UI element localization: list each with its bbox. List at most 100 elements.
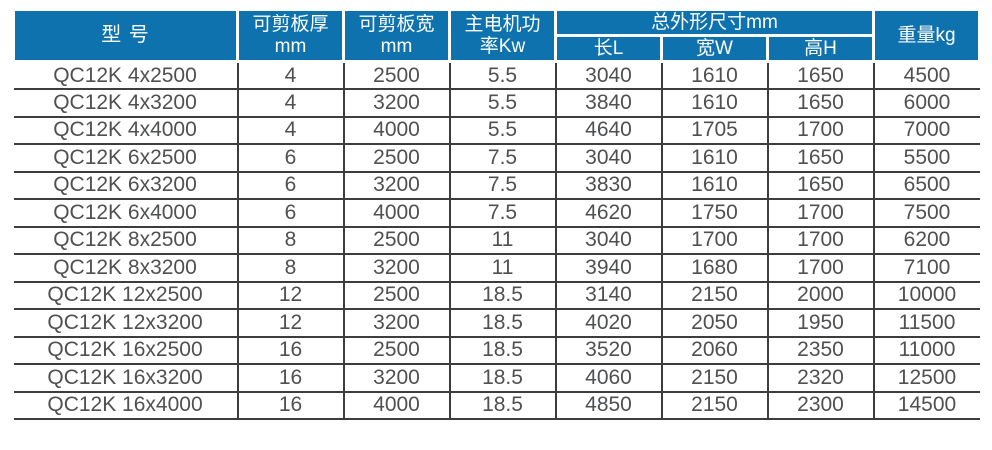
header-thickness-unit: mm <box>274 35 307 57</box>
cell-width: 3200 <box>342 171 450 200</box>
cell-width-w: 1610 <box>660 61 768 90</box>
cell-weight: 6200 <box>872 226 980 255</box>
cell-height-h: 1650 <box>766 89 874 118</box>
cell-width-w: 1610 <box>660 144 768 173</box>
cell-thickness: 4 <box>236 89 344 118</box>
cell-height-h: 1700 <box>766 116 874 145</box>
header-power-label: 主电机功 <box>464 13 541 35</box>
cell-power: 11 <box>448 226 556 255</box>
cell-model: QC12K 16x2500 <box>13 336 238 365</box>
cell-width-w: 2150 <box>660 281 768 310</box>
table-row: QC12K 4x2500 4 2500 5.5 3040 1610 1650 4500 <box>13 61 980 90</box>
cell-height-h: 2000 <box>766 281 874 310</box>
table-row: QC12K 12x2500 12 2500 18.5 3140 2150 2000 10000 <box>13 281 980 310</box>
cell-thickness: 8 <box>236 254 344 283</box>
cell-length: 4640 <box>554 116 662 145</box>
cell-width: 2500 <box>342 144 450 173</box>
cell-power: 18.5 <box>448 309 556 338</box>
cell-model: QC12K 6x2500 <box>13 144 238 173</box>
cell-width: 3200 <box>342 309 450 338</box>
cell-thickness: 6 <box>236 144 344 173</box>
header-width: 可剪板宽 mm <box>342 8 451 63</box>
cell-weight: 7000 <box>872 116 980 145</box>
cell-weight: 11000 <box>872 336 980 365</box>
cell-height-h: 2300 <box>766 391 874 420</box>
cell-thickness: 6 <box>236 171 344 200</box>
cell-length: 3940 <box>554 254 662 283</box>
cell-height-h: 2320 <box>766 364 874 393</box>
cell-length: 3520 <box>554 336 662 365</box>
cell-length: 4850 <box>554 391 662 420</box>
cell-model: QC12K 4x3200 <box>13 89 238 118</box>
table-row: QC12K 6x4000 6 4000 7.5 4620 1750 1700 7500 <box>13 199 980 228</box>
cell-width-w: 1705 <box>660 116 768 145</box>
header-width-w: 宽W <box>660 34 769 63</box>
cell-model: QC12K 12x2500 <box>13 281 238 310</box>
cell-weight: 12500 <box>872 364 980 393</box>
cell-height-h: 1650 <box>766 171 874 200</box>
header-dimensions-group: 总外形尺寸mm <box>554 8 875 37</box>
cell-height-h: 1700 <box>766 254 874 283</box>
cell-width: 2500 <box>342 281 450 310</box>
table-row: QC12K 16x3200 16 3200 18.5 4060 2150 2320 12500 <box>13 364 980 393</box>
table-row: QC12K 6x3200 6 3200 7.5 3830 1610 1650 6500 <box>13 171 980 200</box>
cell-width: 4000 <box>342 199 450 228</box>
cell-width-w: 2150 <box>660 391 768 420</box>
cell-model: QC12K 12x3200 <box>13 309 238 338</box>
cell-width-w: 1750 <box>660 199 768 228</box>
cell-height-h: 1700 <box>766 199 874 228</box>
header-width-unit: mm <box>380 35 413 57</box>
cell-power: 18.5 <box>448 336 556 365</box>
cell-height-h: 1950 <box>766 309 874 338</box>
cell-thickness: 12 <box>236 281 344 310</box>
cell-model: QC12K 8x3200 <box>13 254 238 283</box>
table-row: QC12K 4x3200 4 3200 5.5 3840 1610 1650 6000 <box>13 89 980 118</box>
cell-weight: 6000 <box>872 89 980 118</box>
header-height-h: 高H <box>766 34 875 63</box>
cell-length: 4020 <box>554 309 662 338</box>
cell-length: 3830 <box>554 171 662 200</box>
cell-width-w: 1610 <box>660 171 768 200</box>
cell-length: 4620 <box>554 199 662 228</box>
table-row: QC12K 16x4000 16 4000 18.5 4850 2150 2300 14500 <box>13 391 980 420</box>
cell-width: 3200 <box>342 89 450 118</box>
cell-width-w: 1680 <box>660 254 768 283</box>
cell-width: 4000 <box>342 391 450 420</box>
cell-power: 18.5 <box>448 391 556 420</box>
header-thickness: 可剪板厚 mm <box>236 8 345 63</box>
cell-model: QC12K 4x2500 <box>13 61 238 90</box>
cell-thickness: 8 <box>236 226 344 255</box>
table-row: QC12K 8x2500 8 2500 11 3040 1700 1700 6200 <box>13 226 980 255</box>
header-row-1: 型 号 可剪板厚 mm 可剪板宽 mm 主电机功 率Kw 总外形尺寸mm 重量k… <box>12 8 981 63</box>
cell-power: 5.5 <box>448 61 556 90</box>
header-power-unit: 率Kw <box>479 35 526 57</box>
cell-thickness: 6 <box>236 199 344 228</box>
table-row: QC12K 6x2500 6 2500 7.5 3040 1610 1650 5500 <box>13 144 980 173</box>
cell-height-h: 2350 <box>766 336 874 365</box>
cell-width: 2500 <box>342 226 450 255</box>
header-length: 长L <box>554 34 663 63</box>
cell-height-h: 1650 <box>766 144 874 173</box>
cell-width: 2500 <box>342 61 450 90</box>
cell-thickness: 16 <box>236 336 344 365</box>
cell-length: 3040 <box>554 226 662 255</box>
cell-thickness: 12 <box>236 309 344 338</box>
cell-model: QC12K 6x3200 <box>13 171 238 200</box>
cell-width-w: 2060 <box>660 336 768 365</box>
cell-height-h: 1650 <box>766 61 874 90</box>
cell-length: 3840 <box>554 89 662 118</box>
cell-thickness: 4 <box>236 116 344 145</box>
cell-width-w: 2150 <box>660 364 768 393</box>
table-body: QC12K 4x2500 4 2500 5.5 3040 1610 1650 4500 QC12… <box>13 61 980 420</box>
cell-model: QC12K 4x4000 <box>13 116 238 145</box>
table-row: QC12K 4x4000 4 4000 5.5 4640 1705 1700 7000 <box>13 116 980 145</box>
cell-weight: 6500 <box>872 171 980 200</box>
cell-weight: 14500 <box>872 391 980 420</box>
cell-height-h: 1700 <box>766 226 874 255</box>
cell-length: 3040 <box>554 144 662 173</box>
spec-table: 型 号 可剪板厚 mm 可剪板宽 mm 主电机功 率Kw 总外形尺寸mm 重量k… <box>12 8 981 420</box>
table-header: 型 号 可剪板厚 mm 可剪板宽 mm 主电机功 率Kw 总外形尺寸mm 重量k… <box>12 8 981 63</box>
cell-power: 7.5 <box>448 171 556 200</box>
cell-power: 18.5 <box>448 364 556 393</box>
cell-power: 5.5 <box>448 89 556 118</box>
